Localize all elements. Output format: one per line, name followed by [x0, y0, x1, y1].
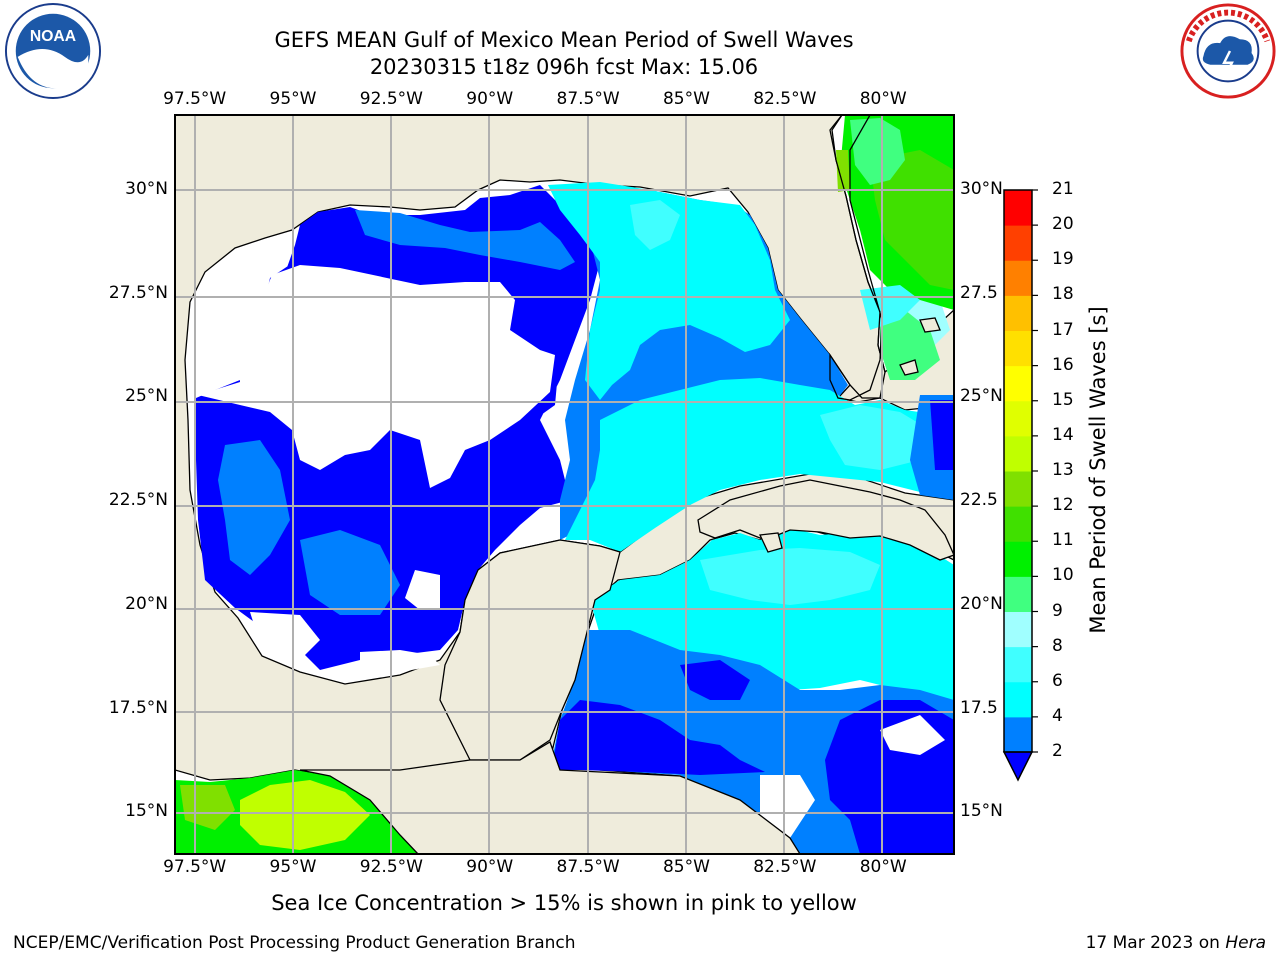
colorbar-segment	[1004, 576, 1032, 612]
colorbar-tick-label: 15	[1052, 389, 1074, 410]
footer-credit: NCEP/EMC/Verification Post Processing Pr…	[13, 933, 576, 953]
colorbar-tick-label: 13	[1052, 460, 1074, 480]
footer-host: Hera	[1225, 933, 1266, 953]
lat-left-label: 27.5°N	[108, 282, 168, 303]
lon-bottom-label: 90°W	[466, 857, 514, 877]
lon-top-label: 85°W	[662, 89, 710, 109]
grid-lines	[175, 115, 954, 854]
lon-top-label: 90°W	[466, 89, 514, 109]
colorbar-title: Mean Period of Swell Waves [s]	[1086, 306, 1110, 634]
lat-right-label: 27.5	[960, 282, 998, 303]
lon-bottom-label: 95°W	[269, 857, 317, 877]
lat-left-label: 22.5°N	[108, 490, 168, 511]
colorbar-tick-label: 6	[1052, 670, 1063, 691]
colorbar-segment	[1004, 295, 1032, 331]
lat-right-label: 17.5	[960, 697, 998, 718]
map-area	[175, 115, 954, 854]
lat-left-label: 30°N	[125, 178, 168, 199]
colorbar-segment	[1004, 400, 1032, 437]
noaa-logo-text: NOAA	[30, 28, 76, 45]
sea-ice-note: Sea Ice Concentration > 15% is shown in …	[271, 891, 857, 915]
lon-top-label: 87.5°W	[556, 89, 620, 109]
lon-top-label: 95°W	[269, 89, 317, 109]
colorbar-tick-label: 14	[1052, 424, 1074, 445]
title-line1: GEFS MEAN Gulf of Mexico Mean Period of …	[274, 28, 854, 52]
colorbar-tick-label: 8	[1052, 635, 1063, 656]
lat-right-label: 20°N	[960, 593, 1003, 614]
title-line2: 20230315 t18z 096h fcst Max: 15.06	[369, 55, 759, 79]
land-masses	[299, 115, 954, 854]
colorbar-tick-label: 19	[1052, 249, 1074, 270]
colorbar-tick-label: 17	[1052, 319, 1074, 340]
colorbar-under-triangle	[1002, 751, 1034, 782]
colorbar-segment	[1004, 506, 1032, 542]
lon-bottom-label: 97.5°W	[163, 857, 227, 877]
map-frame	[174, 114, 955, 855]
nws-logo	[1180, 3, 1276, 99]
colorbar-tick-label: 16	[1052, 354, 1074, 375]
colorbar-segment	[1004, 541, 1032, 577]
footer-date-text: 17 Mar 2023 on	[1085, 933, 1226, 953]
colorbar-tick-label: 12	[1052, 495, 1074, 516]
lon-bottom-label: 87.5°W	[556, 857, 620, 877]
colorbar-tick-label: 20	[1052, 214, 1074, 235]
lon-bottom-label: 85°W	[662, 857, 710, 877]
colorbar-tick-label: 18	[1052, 284, 1074, 305]
lat-left-label: 15°N	[125, 801, 168, 822]
colorbar-segment	[1004, 225, 1032, 261]
lon-top-label: 92.5°W	[359, 89, 423, 109]
colorbar-tick-label: 21	[1052, 179, 1074, 199]
colorbar-segment	[1004, 716, 1032, 753]
lat-left-label: 17.5°N	[108, 697, 168, 718]
lon-top-label: 82.5°W	[753, 89, 817, 109]
lat-left-label: 25°N	[125, 386, 168, 407]
colorbar-segment	[1004, 646, 1032, 683]
colorbar-segment	[1004, 260, 1032, 296]
lon-bottom-label: 92.5°W	[359, 857, 423, 877]
lat-right-label: 30°N	[960, 178, 1003, 199]
lon-bottom-label: 82.5°W	[753, 857, 817, 877]
noaa-logo: NOAA	[4, 2, 102, 100]
lon-bottom-label: 80°W	[859, 857, 907, 877]
colorbar-segment	[1004, 471, 1032, 507]
lat-right-label: 15°N	[960, 801, 1003, 822]
colorbar-segment	[1004, 330, 1032, 367]
lat-right-label: 25°N	[960, 386, 1003, 407]
colorbar-segment	[1004, 365, 1032, 402]
lon-top-label: 97.5°W	[163, 89, 227, 109]
lon-top-label: 80°W	[859, 89, 907, 109]
colorbar	[1002, 189, 1038, 782]
colorbar-tick-label: 2	[1052, 741, 1063, 761]
colorbar-tick-label: 10	[1052, 565, 1074, 586]
colorbar-tick-label: 9	[1052, 600, 1063, 621]
colorbar-tick-label: 11	[1052, 530, 1074, 551]
colorbar-tick-label: 4	[1052, 705, 1063, 726]
lat-right-label: 22.5	[960, 490, 998, 511]
footer-date: 17 Mar 2023 on Hera	[1086, 933, 1266, 953]
colorbar-segment	[1004, 435, 1032, 472]
lat-left-label: 20°N	[125, 593, 168, 614]
colorbar-segment	[1004, 681, 1032, 718]
colorbar-segment	[1004, 611, 1032, 648]
colorbar-segment	[1004, 190, 1032, 226]
swell-field	[175, 115, 954, 854]
